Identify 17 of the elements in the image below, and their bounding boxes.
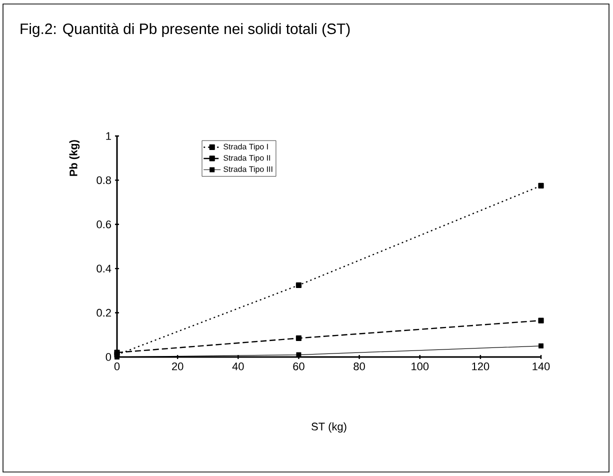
x-tick-label: 0 <box>114 362 120 370</box>
x-tick-label: 20 <box>172 362 184 370</box>
x-tick-label: 140 <box>532 362 550 370</box>
y-tick-label: 0.4 <box>96 264 112 272</box>
x-tick-label: 120 <box>472 362 490 370</box>
x-tick-label: 80 <box>354 362 365 370</box>
x-tick-label: 40 <box>232 362 244 370</box>
y-axis-title: Pb (kg) <box>69 140 80 176</box>
y-tick-label: 0 <box>106 353 112 361</box>
y-tick-label: 0.2 <box>96 308 111 317</box>
y-tick-label: 0.8 <box>96 176 111 184</box>
x-axis-title: ST (kg) <box>312 422 346 433</box>
x-tick-label: 60 <box>293 362 304 370</box>
chart-title: Fig.2: Quantità di Pb presente nei solidi totali (ST) <box>20 22 350 38</box>
y-tick-label: 1 <box>106 132 111 140</box>
y-tick-label: 0.6 <box>96 220 111 228</box>
x-tick-label: 100 <box>412 362 429 370</box>
